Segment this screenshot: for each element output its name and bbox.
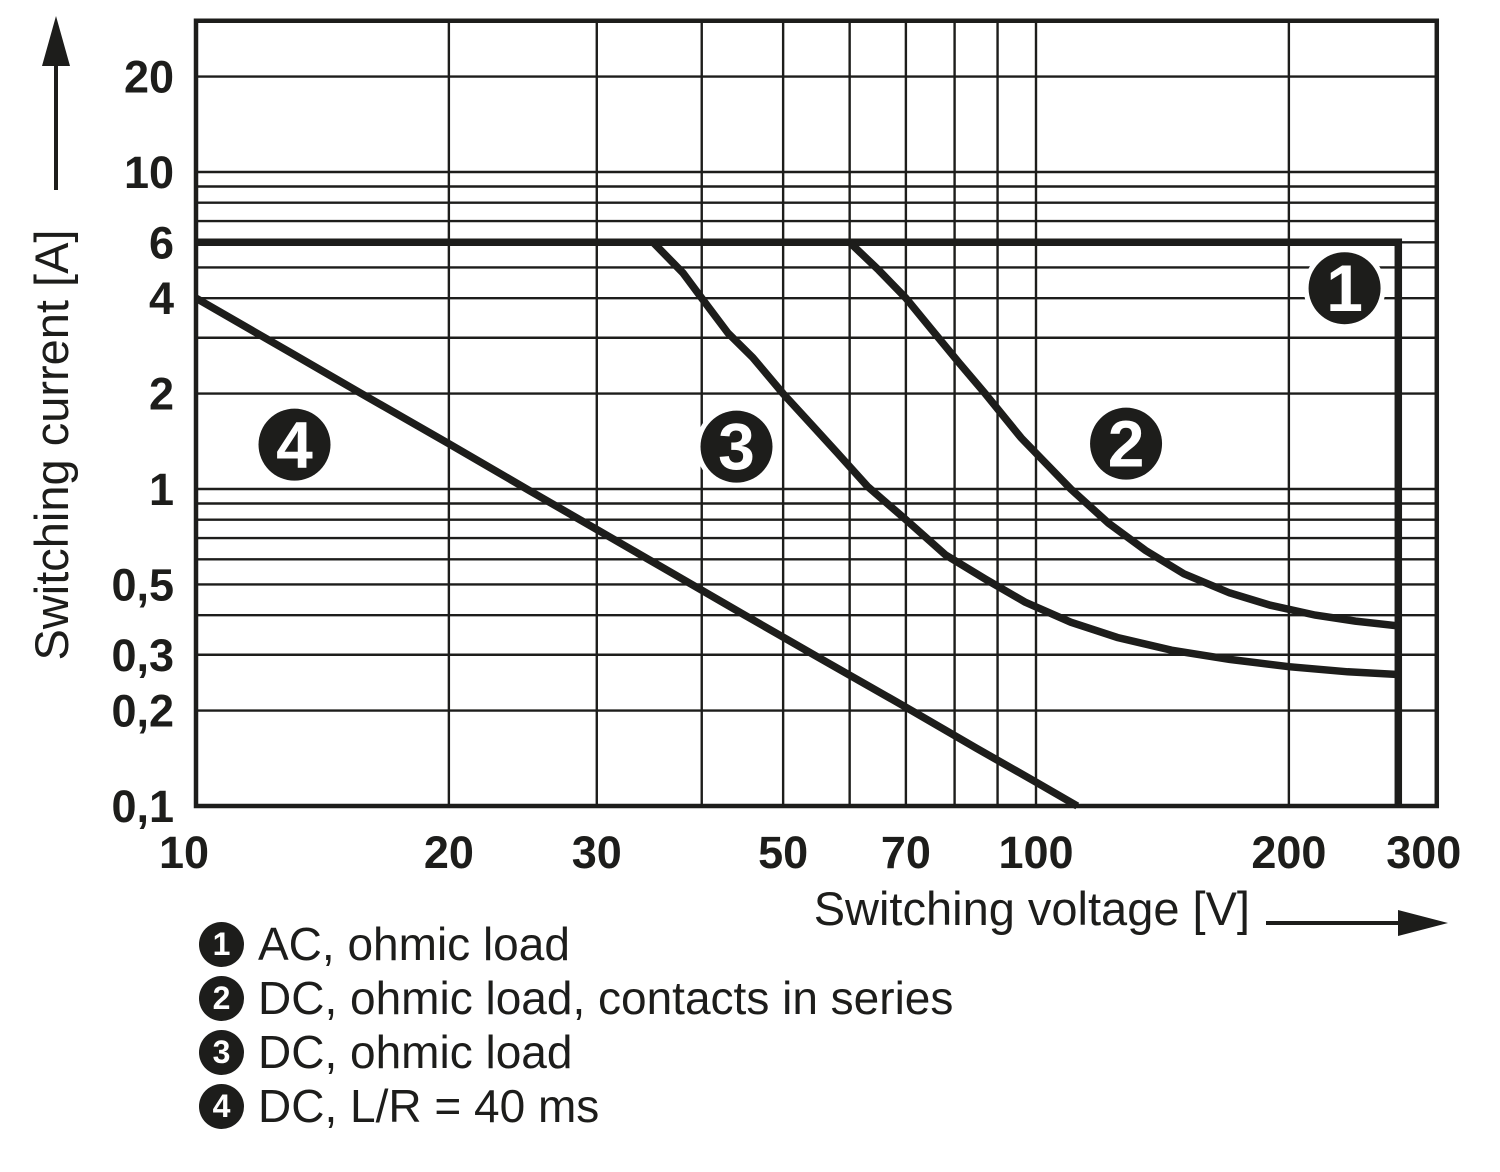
x-tick-label-50: 50 <box>758 827 808 878</box>
legend: 1 AC, ohmic load 2 DC, ohmic load, conta… <box>199 921 953 1137</box>
legend-bullet-1-icon: 1 <box>199 921 244 967</box>
y-tick-label-4: 4 <box>149 273 174 324</box>
legend-label-1: AC, ohmic load <box>258 918 570 970</box>
y-tick-label-6: 6 <box>149 217 174 268</box>
y-tick-label-10: 10 <box>124 147 174 198</box>
curve-marker-1-icon <box>1308 252 1381 325</box>
curve-3 <box>650 239 1399 679</box>
y-tick-label-20: 20 <box>124 52 174 103</box>
legend-item-1: 1 AC, ohmic load <box>199 921 953 967</box>
curve-2 <box>847 239 1399 630</box>
y-tick-label-0,3: 0,3 <box>111 630 174 681</box>
legend-bullet-4-icon: 4 <box>199 1083 244 1129</box>
legend-item-2: 2 DC, ohmic load, contacts in series <box>199 975 953 1021</box>
y-axis-title: Switching current [A] <box>25 229 78 661</box>
x-tick-label-70: 70 <box>881 827 931 878</box>
legend-label-3: DC, ohmic load <box>258 1026 573 1078</box>
curve-marker-3-number: 3 <box>718 410 755 484</box>
y-tick-label-0,5: 0,5 <box>111 559 174 610</box>
x-tick-label-100: 100 <box>998 827 1073 878</box>
y-tick-label-0,2: 0,2 <box>111 686 174 737</box>
curve-1 <box>196 238 1403 806</box>
y-tick-label-1: 1 <box>149 464 174 515</box>
legend-bullet-2-icon: 2 <box>199 975 244 1021</box>
curve-4 <box>194 294 1080 810</box>
curve-marker-3-icon <box>700 410 773 483</box>
x-axis-title: Switching voltage [V] <box>813 882 1250 935</box>
x-tick-label-200: 200 <box>1251 827 1326 878</box>
x-tick-label-30: 30 <box>572 827 622 878</box>
legend-label-2: DC, ohmic load, contacts in series <box>258 972 954 1024</box>
y-tick-label-0,1: 0,1 <box>111 781 174 832</box>
legend-item-4: 4 DC, L/R = 40 ms <box>199 1083 953 1129</box>
curve-marker-2-icon <box>1090 407 1163 480</box>
legend-item-3: 3 DC, ohmic load <box>199 1029 953 1075</box>
plot-border <box>193 18 1440 809</box>
x-tick-label-300: 300 <box>1386 827 1461 878</box>
legend-label-4: DC, L/R = 40 ms <box>258 1080 600 1132</box>
x-tick-label-20: 20 <box>424 827 474 878</box>
x-axis-arrow-icon <box>1398 910 1448 936</box>
legend-bullet-3-icon: 3 <box>199 1029 244 1075</box>
curve-marker-4-number: 4 <box>276 408 313 482</box>
y-axis-arrow-icon <box>42 16 70 66</box>
x-tick-label-10: 10 <box>159 827 209 878</box>
curve-marker-1-number: 1 <box>1326 251 1363 325</box>
y-tick-label-2: 2 <box>149 369 174 420</box>
curve-marker-4-icon <box>258 408 331 481</box>
curve-marker-2-number: 2 <box>1108 407 1145 481</box>
